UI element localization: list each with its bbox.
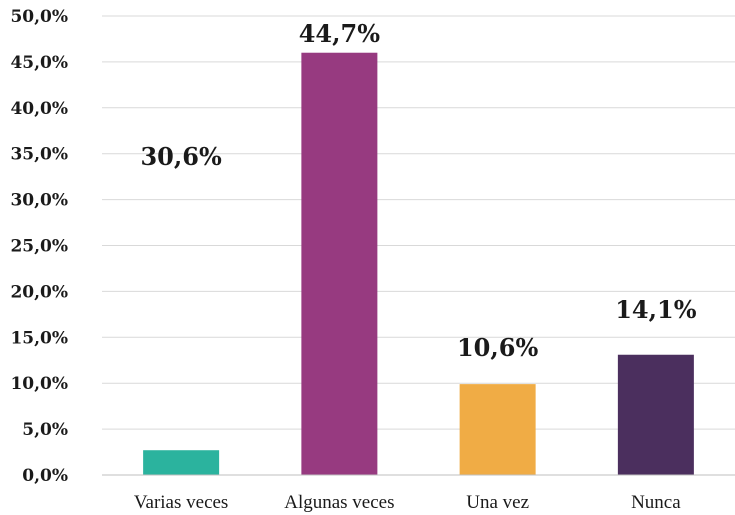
bar <box>459 384 536 475</box>
bar <box>143 450 220 475</box>
category-label: Varias veces <box>134 492 228 513</box>
y-axis-tick-labels: 0,0% 5,0% 10,0% 15,0% 20,0% 25,0% 30,0% 35,0% 40… <box>10 7 68 486</box>
y-tick-label: 45,0% <box>10 53 68 73</box>
y-tick-label: 0,0% <box>22 466 68 486</box>
category-label: Nunca <box>631 492 681 513</box>
bars <box>143 52 694 475</box>
y-tick-label: 40,0% <box>10 99 68 119</box>
bar <box>301 52 378 475</box>
y-tick-label: 25,0% <box>10 237 68 257</box>
data-label: 14,1% <box>615 295 696 324</box>
y-tick-label: 35,0% <box>10 145 68 165</box>
y-tick-label: 20,0% <box>10 282 68 302</box>
category-label: Algunas veces <box>284 492 394 513</box>
y-tick-label: 30,0% <box>10 191 68 211</box>
category-labels: Varias veces Algunas veces Una vez Nunca <box>134 492 681 513</box>
y-tick-label: 15,0% <box>10 328 68 348</box>
y-tick-label: 10,0% <box>10 374 68 394</box>
data-label: 44,7% <box>299 19 380 48</box>
data-label: 10,6% <box>457 333 538 362</box>
bar <box>617 354 694 475</box>
y-tick-label: 5,0% <box>22 420 68 440</box>
data-label: 30,6% <box>140 142 221 171</box>
gridlines <box>102 15 735 430</box>
data-labels: 30,6% 44,7% 10,6% 14,1% <box>140 19 696 362</box>
y-tick-label: 50,0% <box>10 7 68 27</box>
category-label: Una vez <box>466 492 529 513</box>
